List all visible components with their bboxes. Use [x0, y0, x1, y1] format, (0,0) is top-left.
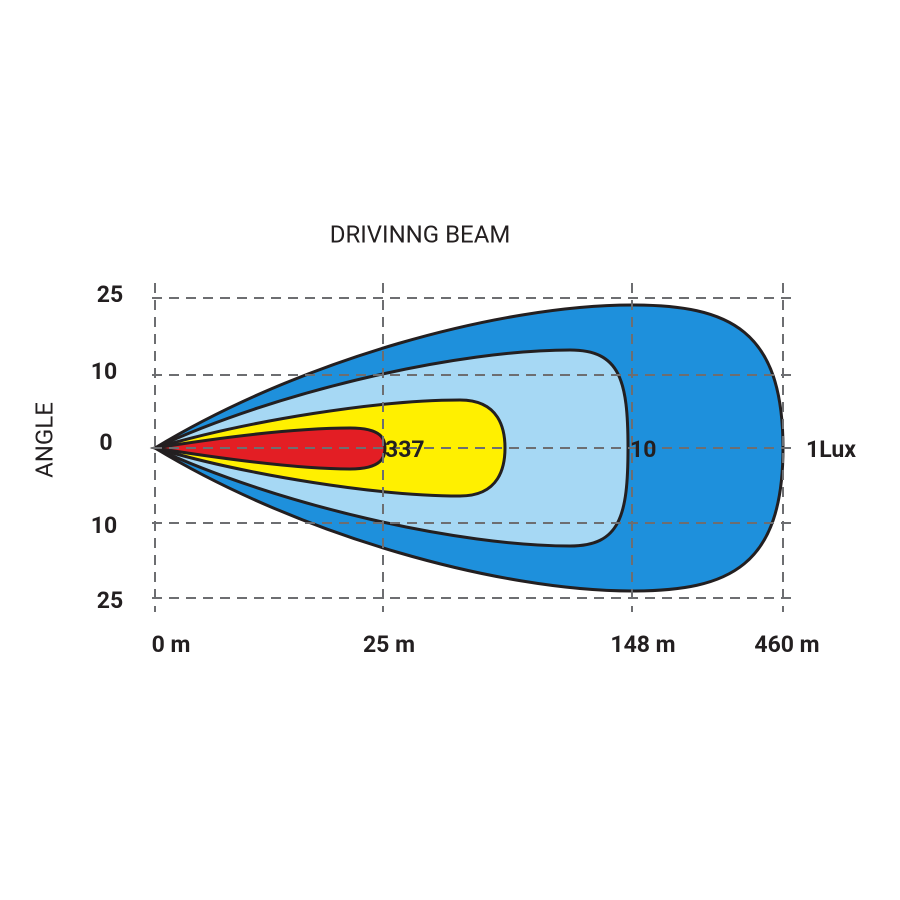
y-label: 10	[91, 512, 117, 539]
y-label: 25	[97, 281, 123, 308]
zone-label: 10	[630, 436, 656, 463]
y-label: 10	[91, 358, 117, 385]
y-label: 0	[99, 429, 112, 456]
x-label: 148 m	[610, 631, 675, 658]
title: DRIVINNG BEAM	[330, 220, 511, 248]
zone-337	[154, 426, 387, 471]
x-label: 460 m	[754, 631, 819, 658]
y-axis-label: ANGLE	[30, 402, 58, 478]
y-label: 25	[97, 587, 123, 614]
zone-label: 337	[385, 436, 425, 463]
x-label: 0 m	[152, 631, 191, 658]
x-label: 25 m	[363, 631, 415, 658]
zone-label: 1Lux	[806, 436, 856, 463]
grid	[152, 283, 795, 612]
